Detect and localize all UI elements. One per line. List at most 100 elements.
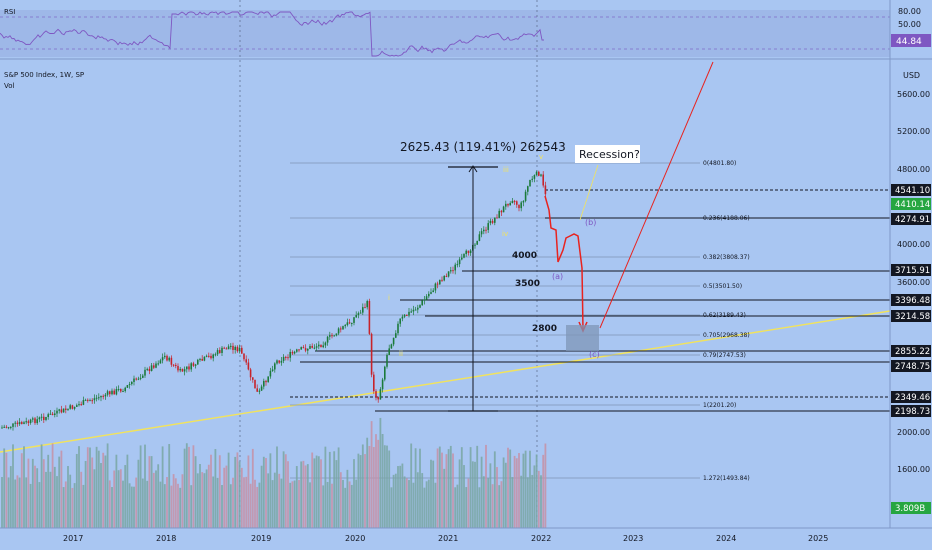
wave-c-label: (c) bbox=[589, 350, 600, 359]
volume-bar bbox=[386, 445, 388, 528]
volume-bar bbox=[533, 465, 536, 528]
candle-body bbox=[124, 387, 126, 392]
candle-body bbox=[126, 385, 129, 388]
candle-body bbox=[364, 307, 366, 309]
candle-body bbox=[450, 270, 452, 272]
volume-bar bbox=[375, 434, 377, 528]
volume-bar bbox=[502, 457, 505, 528]
candle-body bbox=[399, 318, 401, 324]
wave-b-label: (b) bbox=[585, 218, 596, 227]
support-resistance-lines[interactable] bbox=[290, 189, 890, 412]
candle-body bbox=[296, 349, 298, 352]
candle-body bbox=[18, 422, 21, 425]
candle-body bbox=[505, 203, 507, 207]
volume-bar bbox=[221, 484, 223, 528]
candle-body bbox=[344, 325, 346, 327]
volume-bar bbox=[390, 487, 393, 528]
candle-body bbox=[410, 311, 412, 313]
wave-v-label: v bbox=[539, 153, 543, 161]
volume-bar bbox=[302, 460, 305, 528]
candle-body bbox=[120, 389, 122, 392]
candle-body bbox=[324, 342, 327, 346]
volume-bar bbox=[104, 455, 107, 528]
target-zone-box[interactable] bbox=[566, 325, 599, 351]
candle-body bbox=[397, 323, 399, 334]
volume-bar bbox=[449, 445, 452, 528]
volume-bar bbox=[518, 453, 520, 528]
volume-bar bbox=[467, 478, 470, 528]
candle-body bbox=[511, 200, 514, 203]
volume-bar bbox=[324, 446, 327, 528]
candle-body bbox=[359, 312, 362, 314]
candle-body bbox=[436, 283, 439, 285]
volume-bar bbox=[300, 461, 303, 528]
candle-body bbox=[5, 426, 8, 428]
volume-bar bbox=[42, 459, 45, 528]
candle-body bbox=[205, 355, 208, 357]
candle-body bbox=[223, 347, 225, 349]
volume-bar bbox=[31, 458, 34, 528]
time-axis[interactable]: 2017 2018 2019 2020 2021 2022 2023 2024 2025 bbox=[63, 534, 828, 543]
currency-label: USD bbox=[903, 71, 920, 80]
price-badge bbox=[891, 502, 931, 514]
candle-body bbox=[23, 422, 25, 424]
volume-bar bbox=[337, 447, 340, 528]
candle-body bbox=[377, 397, 379, 400]
volume-bar bbox=[240, 467, 243, 528]
candle-body bbox=[311, 345, 313, 348]
volume-bar bbox=[513, 455, 516, 528]
volume-bar bbox=[126, 454, 129, 528]
volume-bar bbox=[348, 481, 351, 528]
candle-body bbox=[291, 351, 294, 354]
candle-body bbox=[340, 328, 342, 330]
candle-body bbox=[458, 259, 461, 265]
price-axis[interactable]: 5600.00 5200.00 4800.00 4000.00 3600.00 2000.… bbox=[897, 90, 930, 474]
volume-bar bbox=[463, 465, 465, 528]
candle-body bbox=[351, 322, 353, 324]
candle-body bbox=[135, 378, 137, 380]
volume-bar bbox=[309, 482, 311, 528]
candle-body bbox=[212, 354, 214, 359]
volume-bar bbox=[333, 451, 336, 528]
candle-body bbox=[298, 349, 300, 351]
candle-body bbox=[320, 344, 322, 348]
candle-body bbox=[65, 408, 67, 410]
candle-body bbox=[89, 400, 91, 402]
candle-body bbox=[300, 347, 302, 350]
volume-bar bbox=[520, 475, 523, 528]
volume-bar bbox=[199, 464, 201, 528]
candle-body bbox=[401, 316, 404, 319]
volume-bar bbox=[18, 477, 21, 528]
candle-body bbox=[513, 200, 516, 202]
candle-body bbox=[315, 346, 318, 348]
price-badge-text: 3.809B bbox=[895, 504, 925, 514]
volume-bar bbox=[493, 451, 496, 528]
candle-body bbox=[95, 397, 98, 399]
volume-bar bbox=[192, 445, 195, 528]
candle-body bbox=[100, 395, 102, 398]
price-candles bbox=[1, 170, 547, 431]
candle-body bbox=[172, 364, 175, 366]
measure-label: 2625.43 (119.41%) 262543 bbox=[400, 140, 566, 154]
candle-body bbox=[342, 326, 344, 330]
candle-body bbox=[115, 389, 118, 395]
candle-body bbox=[49, 413, 52, 415]
recession-callout-box[interactable] bbox=[575, 145, 640, 163]
candle-body bbox=[476, 240, 478, 245]
volume-bar bbox=[489, 463, 492, 528]
price-badge-text: 4274.91 bbox=[895, 215, 930, 225]
volume-bar bbox=[265, 458, 267, 528]
candle-body bbox=[421, 300, 423, 306]
candle-body bbox=[148, 368, 151, 372]
volume-bar bbox=[205, 469, 208, 528]
volume-bar bbox=[344, 487, 347, 528]
volume-bar bbox=[82, 484, 85, 528]
volume-bar bbox=[478, 487, 481, 528]
candle-body bbox=[443, 275, 445, 281]
fib-retracement[interactable]: 0(4801.80)0.236(4188.06)0.382(3808.37)0.… bbox=[290, 160, 750, 482]
volume-bar bbox=[280, 478, 283, 528]
candle-body bbox=[230, 345, 232, 347]
volume-bar bbox=[291, 481, 294, 528]
candle-body bbox=[188, 366, 190, 370]
